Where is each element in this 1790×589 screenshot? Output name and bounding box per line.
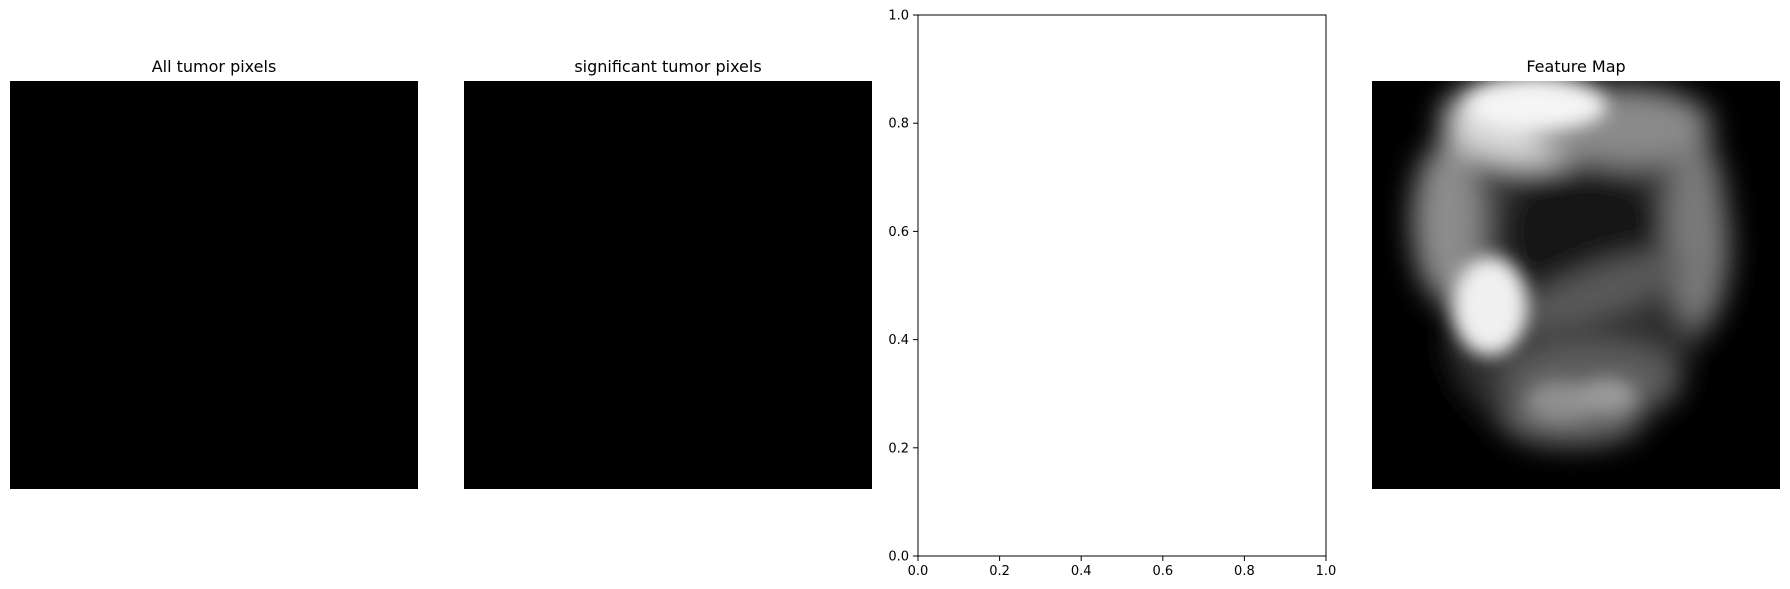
y-tick-label: 0.6	[888, 225, 909, 240]
x-tick-label: 1.0	[1316, 564, 1337, 579]
x-tick-label: 0.8	[1234, 564, 1255, 579]
y-tick-label: 0.8	[888, 117, 909, 132]
x-tick-label: 0.0	[908, 564, 929, 579]
x-tick-label: 0.4	[1071, 564, 1092, 579]
panel-1-title: All tumor pixels	[151, 57, 277, 76]
y-tick-label: 1.0	[888, 9, 909, 24]
axes-frame	[917, 14, 1327, 557]
x-axis-ticks: 0.0 0.2 0.4 0.6 0.8 1.0	[908, 556, 1337, 579]
y-tick-label: 0.2	[888, 441, 909, 456]
all-tumor-pixels-image	[10, 81, 418, 489]
x-tick-label: 0.6	[1152, 564, 1173, 579]
y-tick-label: 0.0	[888, 550, 909, 565]
panel-4-title: Feature Map	[1526, 57, 1626, 76]
feature-map-image	[1372, 81, 1780, 489]
x-tick-label: 0.2	[989, 564, 1010, 579]
y-tick-label: 0.4	[888, 333, 909, 348]
panel-2-title: significant tumor pixels	[574, 57, 762, 76]
significant-tumor-pixels-image	[464, 81, 872, 489]
y-axis-ticks: 0.0 0.2 0.4 0.6 0.8 1.0	[888, 9, 918, 565]
feature-map-render	[1372, 81, 1780, 489]
